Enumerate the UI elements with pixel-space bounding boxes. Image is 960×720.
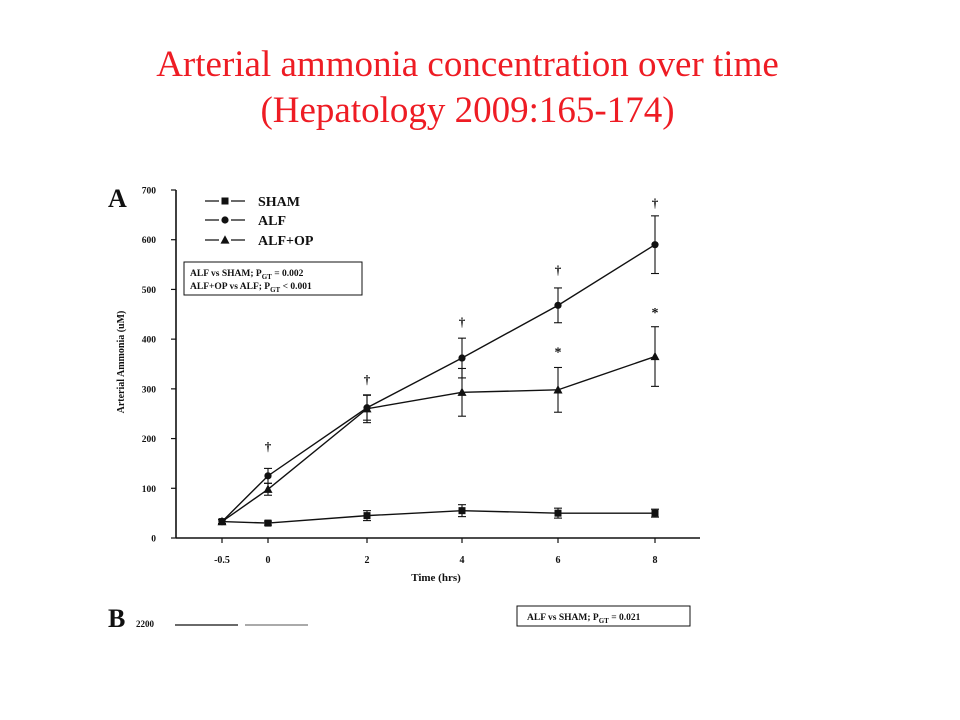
series-line-alf [221,244,656,523]
stats-box-b-line1: ALF vs SHAM; PGT = 0.021 [527,613,641,625]
legend-marker-alf-op [220,235,230,244]
data-point-alf-op [650,351,660,361]
x-tick-label: 2 [365,555,370,566]
significance-markers: † † † † * † * [265,195,659,454]
figure-background [108,170,700,628]
legend-marker-alf [221,216,229,224]
data-point-alf [651,241,659,249]
slide-title-line1: Arterial ammonia concentration over time [156,44,779,85]
significance-marker: † [364,372,371,387]
data-point-alf [264,472,272,480]
y-axis-ticks: 0 100 200 300 400 500 600 700 [142,187,176,545]
y-axis-label: Arterial Ammonia (uM) [116,311,127,414]
data-point-sham [363,512,371,520]
data-point-sham [458,507,466,515]
x-tick-label: 4 [460,555,465,566]
series-line-alf-op [221,355,656,523]
significance-marker: † [652,195,659,210]
y-tick-label: 400 [142,336,157,346]
series-alf-op [217,326,660,526]
significance-marker: † [265,439,272,454]
panel-b-ytick-top: 2200 [136,619,155,629]
stats-box-a-line1: ALF vs SHAM; PGT = 0.002 [190,269,304,281]
y-tick-label: 0 [151,535,156,545]
x-tick-label: 6 [556,555,561,566]
data-point-sham [651,509,659,517]
panel-b-letter: B [108,604,125,633]
data-point-alf-op [457,387,467,396]
data-point-sham [554,509,562,517]
legend-label-alf: ALF [258,214,286,229]
data-point-alf-op [263,484,273,493]
legend-label-alf-op: ALF+OP [258,234,314,249]
stats-box-a: ALF vs SHAM; PGT = 0.002 ALF+OP vs ALF; … [183,261,363,296]
x-tick-label: -0.5 [214,555,230,566]
data-point-sham [264,519,272,527]
x-tick-label: 8 [653,555,658,566]
y-tick-label: 700 [142,187,157,197]
data-point-alf-op [553,385,563,394]
data-point-alf-op [217,516,227,526]
significance-marker: † [459,315,466,330]
x-tick-label: 0 [266,555,271,566]
y-tick-label: 200 [142,435,157,445]
series-line-sham [221,509,655,524]
legend: SHAM ALF ALF+OP [205,195,314,249]
series-layer [217,215,660,527]
panel-a-letter: A [108,184,127,213]
slide-title: Arterial ammonia concentration over time… [0,42,935,134]
slide-title-line2: (Hepatology 2009:165-174) [260,90,675,131]
data-point-alf-op [362,403,372,413]
data-point-alf [554,301,562,309]
legend-label-sham: SHAM [258,195,300,210]
y-tick-label: 100 [142,485,157,495]
significance-marker: † [555,263,562,278]
stats-box-a-line2: ALF+OP vs ALF; PGT < 0.001 [190,282,312,294]
panel-b: B 2200 ALF vs SHAM; PGT = 0.021 [108,604,691,633]
y-tick-label: 500 [142,286,157,296]
stats-box-b [516,605,691,627]
x-axis-label: Time (hrs) [411,572,461,584]
y-tick-label: 600 [142,236,157,246]
y-tick-label: 300 [142,385,157,395]
significance-marker: * [652,306,659,321]
legend-marker-sham [221,197,229,205]
x-axis-ticks: -0.5 0 2 4 6 8 [214,538,658,566]
data-point-alf [458,354,466,362]
significance-marker: * [555,346,562,361]
